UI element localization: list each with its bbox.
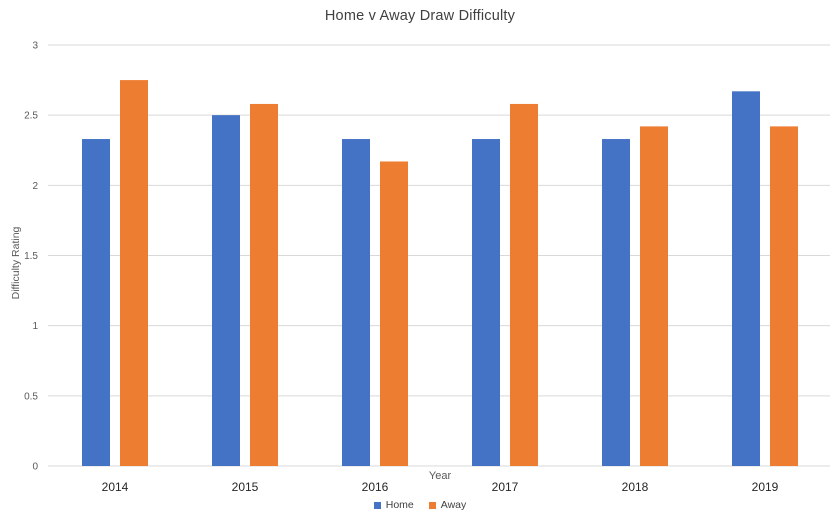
y-tick-label: 1.5 bbox=[24, 251, 38, 262]
legend-label: Away bbox=[440, 499, 467, 511]
y-tick-label: 1 bbox=[32, 321, 38, 332]
x-tick-label: 2018 bbox=[622, 480, 649, 494]
x-tick-label: 2016 bbox=[362, 480, 389, 494]
y-tick-label: 2 bbox=[32, 181, 38, 192]
bar-away-2014 bbox=[120, 80, 148, 466]
legend: Home Away bbox=[0, 499, 840, 511]
y-tick-label: 3 bbox=[32, 41, 38, 52]
x-tick-label: 2017 bbox=[492, 480, 519, 494]
x-tick-label: 2019 bbox=[752, 480, 779, 494]
legend-item-away: Away bbox=[428, 499, 467, 511]
x-tick-label: 2015 bbox=[232, 480, 259, 494]
bar-home-2018 bbox=[602, 139, 630, 467]
y-tick-label: 0 bbox=[32, 462, 38, 473]
bar-home-2017 bbox=[472, 139, 500, 467]
chart-title: Home v Away Draw Difficulty bbox=[324, 8, 516, 24]
bar-away-2015 bbox=[250, 103, 278, 466]
x-tick-label: 2014 bbox=[102, 480, 129, 494]
legend-swatch-home bbox=[373, 501, 381, 509]
bar-away-2018 bbox=[640, 126, 668, 466]
bar-home-2015 bbox=[212, 115, 240, 467]
legend-item-home: Home bbox=[373, 499, 414, 511]
bar-home-2016 bbox=[342, 139, 370, 467]
x-axis-title: Year bbox=[428, 470, 452, 482]
bar-away-2016 bbox=[380, 161, 408, 466]
bar-home-2014 bbox=[82, 139, 110, 467]
y-tick-label: 0.5 bbox=[24, 391, 38, 402]
y-tick-label: 2.5 bbox=[24, 111, 38, 122]
legend-label: Home bbox=[385, 499, 414, 511]
legend-swatch-away bbox=[428, 501, 436, 509]
bar-away-2017 bbox=[510, 103, 538, 466]
bar-home-2019 bbox=[732, 91, 760, 466]
bar-away-2019 bbox=[770, 126, 798, 466]
